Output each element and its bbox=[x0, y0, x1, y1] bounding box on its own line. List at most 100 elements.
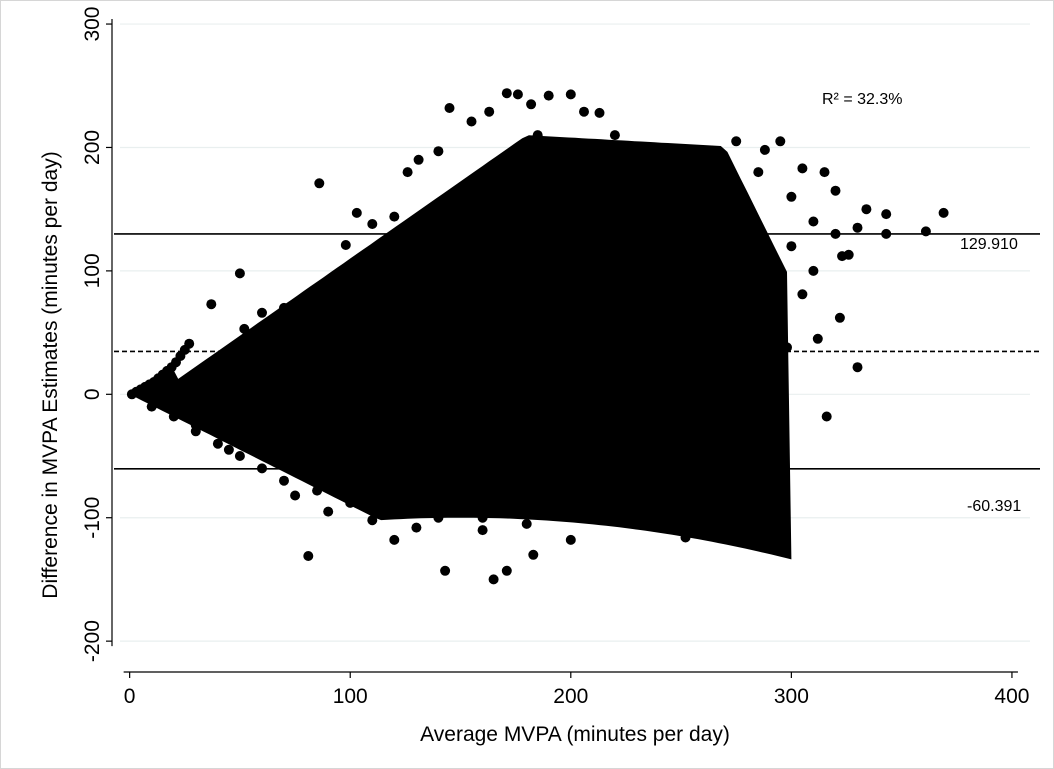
data-point bbox=[843, 249, 854, 260]
data-point bbox=[402, 167, 413, 178]
data-point bbox=[499, 167, 510, 178]
data-point bbox=[821, 411, 832, 422]
tick-labels-layer: -200 -100 0 100 200 300 0 100 200 300 400 bbox=[81, 7, 1029, 708]
data-point bbox=[757, 430, 768, 440]
data-point bbox=[775, 290, 786, 301]
data-point bbox=[676, 265, 687, 276]
axes-layer bbox=[106, 19, 1018, 678]
reference-lines-layer bbox=[114, 233, 1040, 470]
data-point bbox=[201, 364, 212, 375]
y-tick-label: 100 bbox=[81, 253, 104, 288]
data-point bbox=[565, 327, 576, 338]
data-point bbox=[279, 475, 289, 486]
data-point bbox=[786, 241, 797, 252]
data-point bbox=[345, 451, 356, 461]
data-point bbox=[521, 241, 532, 252]
data-point bbox=[501, 565, 512, 576]
data-point bbox=[168, 411, 179, 422]
data-point bbox=[184, 338, 195, 349]
data-point bbox=[698, 315, 709, 326]
y-axis-title: Difference in MVPA Estimates (minutes pe… bbox=[39, 151, 62, 598]
data-point bbox=[720, 352, 731, 363]
data-point bbox=[146, 401, 157, 412]
data-point bbox=[455, 389, 466, 400]
data-point bbox=[587, 154, 598, 165]
dense-point-cloud bbox=[131, 135, 792, 560]
point-density-mass bbox=[131, 135, 792, 560]
data-point bbox=[257, 352, 267, 363]
data-point bbox=[729, 485, 739, 496]
x-tick-label: 200 bbox=[553, 685, 588, 708]
data-point bbox=[737, 391, 748, 402]
data-point bbox=[671, 147, 682, 158]
data-point bbox=[290, 490, 301, 501]
data-point bbox=[411, 522, 422, 533]
data-point bbox=[411, 315, 422, 326]
data-point bbox=[609, 265, 620, 276]
x-tick-label: 0 bbox=[124, 685, 136, 708]
data-point bbox=[433, 204, 444, 215]
data-point bbox=[512, 89, 523, 100]
scatter-points-layer bbox=[126, 88, 949, 585]
data-point bbox=[554, 506, 565, 517]
data-point bbox=[759, 144, 770, 155]
data-point bbox=[768, 377, 779, 387]
data-point bbox=[786, 191, 797, 202]
data-point bbox=[775, 136, 786, 147]
data-point bbox=[314, 178, 325, 189]
data-point bbox=[709, 401, 720, 412]
y-tick-label: -200 bbox=[81, 620, 104, 662]
data-point bbox=[234, 268, 245, 279]
data-point bbox=[345, 364, 356, 375]
data-point bbox=[920, 226, 931, 237]
data-point bbox=[852, 362, 863, 373]
x-axis-title: Average MVPA (minutes per day) bbox=[420, 723, 730, 746]
data-point bbox=[501, 88, 512, 99]
data-point bbox=[742, 278, 753, 289]
data-point bbox=[303, 551, 314, 561]
data-point bbox=[345, 497, 356, 508]
r-squared-annotation: R² = 32.3% bbox=[822, 91, 902, 108]
data-point bbox=[528, 549, 539, 560]
data-point bbox=[367, 265, 378, 276]
data-point bbox=[239, 323, 250, 334]
lower-limit-label: -60.391 bbox=[967, 498, 1021, 515]
data-point bbox=[797, 289, 808, 300]
data-point bbox=[782, 342, 792, 353]
data-point bbox=[720, 179, 731, 190]
y-tick-label: 300 bbox=[81, 7, 104, 42]
data-point bbox=[645, 510, 656, 521]
data-point bbox=[367, 515, 378, 526]
data-point bbox=[223, 444, 234, 455]
data-point bbox=[759, 327, 770, 338]
data-point bbox=[477, 525, 488, 536]
data-point bbox=[632, 204, 642, 215]
data-point bbox=[938, 207, 949, 218]
data-point bbox=[654, 364, 664, 375]
data-point bbox=[340, 240, 351, 250]
data-point bbox=[389, 534, 400, 545]
data-point bbox=[455, 327, 466, 338]
data-point bbox=[433, 475, 444, 486]
data-point bbox=[830, 185, 841, 196]
data-point bbox=[742, 204, 753, 215]
data-point bbox=[413, 154, 424, 165]
data-point bbox=[484, 106, 495, 117]
y-tick-label: -100 bbox=[81, 497, 104, 539]
data-point bbox=[532, 130, 543, 141]
data-point bbox=[389, 438, 400, 449]
data-point bbox=[808, 216, 819, 227]
data-point bbox=[212, 438, 223, 449]
x-tick-label: 100 bbox=[333, 685, 368, 708]
upper-limit-label: 129.910 bbox=[960, 236, 1018, 253]
data-point bbox=[323, 506, 334, 517]
data-point bbox=[698, 148, 709, 159]
data-point bbox=[680, 532, 691, 543]
data-point bbox=[797, 163, 808, 174]
data-point bbox=[477, 512, 488, 523]
data-point bbox=[323, 315, 334, 326]
data-point bbox=[676, 216, 687, 227]
data-point bbox=[389, 506, 400, 517]
data-point bbox=[852, 222, 863, 233]
data-point bbox=[819, 167, 830, 178]
